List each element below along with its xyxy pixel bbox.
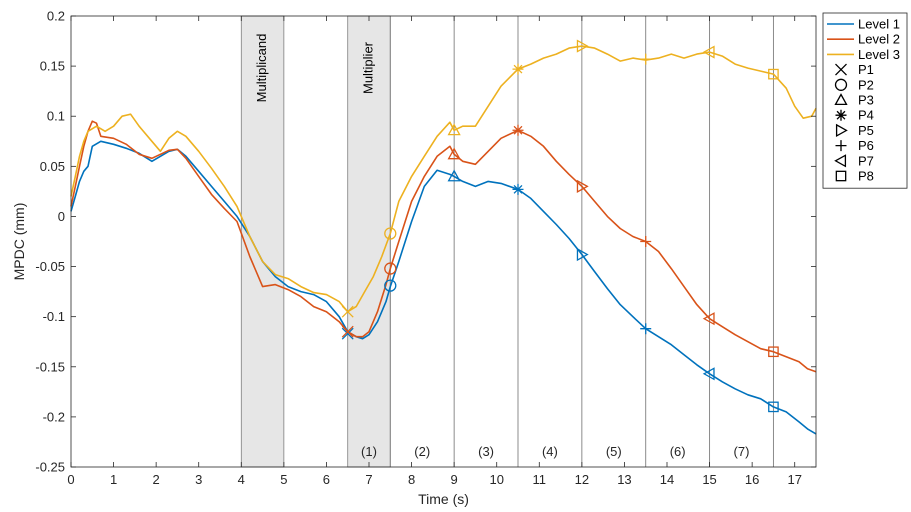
y-tick-label-4: -0.05	[35, 259, 65, 274]
phase-label-1: (1)	[361, 444, 377, 459]
series-line-level-2	[70, 120, 817, 373]
legend-marker-p4	[835, 109, 847, 121]
marker-p6-level-2	[640, 236, 652, 247]
legend-label-p6: P6	[858, 138, 874, 153]
y-tick-label-8: 0.15	[40, 59, 65, 74]
marker-p6-level-3	[640, 53, 652, 65]
legend-label-p1: P1	[858, 62, 874, 77]
shaded-band-2	[347, 15, 391, 468]
legend-label-p2: P2	[858, 77, 874, 92]
marker-p4-level-2	[512, 124, 524, 136]
band-label-1: Multiplicand	[254, 34, 269, 103]
phase-label-6: (6)	[670, 444, 686, 459]
y-tick-label-5: 0	[58, 209, 65, 224]
point-markers	[341, 39, 779, 413]
marker-p4-level-1	[512, 183, 524, 195]
legend-label-level-2: Level 2	[858, 32, 900, 47]
x-tick-label-9: 9	[451, 472, 458, 487]
x-tick-label-14: 14	[660, 472, 674, 487]
phase-divider-lines	[389, 16, 774, 467]
x-tick-label-17: 17	[787, 472, 801, 487]
x-tick-label-0: 0	[67, 472, 74, 487]
marker-p2-level-1	[384, 279, 397, 292]
y-tick-label-2: -0.15	[35, 359, 65, 374]
y-tick-label-9: 0.2	[47, 9, 65, 24]
legend-marker-p3	[834, 93, 848, 106]
legend-label-p8: P8	[858, 169, 874, 184]
phase-label-7: (7)	[734, 444, 750, 459]
marker-p8-level-1	[768, 401, 779, 413]
marker-p3-level-1	[447, 169, 461, 182]
marker-p8-level-2	[768, 346, 779, 358]
x-tick-label-6: 6	[323, 472, 330, 487]
x-tick-label-16: 16	[745, 472, 759, 487]
marker-p1-level-1	[341, 327, 354, 340]
legend-marker-p7	[834, 154, 847, 168]
marker-p1-level-3	[341, 305, 354, 318]
legend-marker-p5	[835, 123, 848, 138]
phase-label-3: (3)	[478, 444, 494, 459]
legend-label-p5: P5	[858, 123, 874, 138]
marker-p2-level-3	[384, 227, 397, 240]
marker-p7-level-1	[702, 367, 715, 381]
series-line-level-1	[70, 140, 817, 435]
x-tick-label-13: 13	[617, 472, 631, 487]
x-tick-label-10: 10	[489, 472, 503, 487]
shaded-bands	[240, 15, 391, 468]
legend-label-p3: P3	[858, 93, 874, 108]
legend-marker-p1	[835, 63, 847, 76]
shaded-band-1	[240, 15, 285, 468]
marker-p5-level-2	[576, 179, 589, 193]
legend-label-level-3: Level 3	[858, 47, 900, 62]
band-label-2: Multiplier	[360, 41, 375, 94]
y-tick-label-6: 0.05	[40, 159, 65, 174]
phase-label-4: (4)	[542, 444, 558, 459]
x-tick-label-12: 12	[575, 472, 589, 487]
legend-marker-p6	[835, 140, 847, 152]
legend-label-p7: P7	[858, 153, 874, 168]
y-tick-label-1: -0.2	[43, 409, 65, 424]
marker-p8-level-3	[768, 68, 779, 80]
x-tick-label-8: 8	[408, 472, 415, 487]
x-tick-label-7: 7	[365, 472, 372, 487]
x-tick-label-15: 15	[702, 472, 716, 487]
marker-p3-level-3	[447, 123, 461, 136]
legend-marker-p8	[835, 170, 847, 182]
x-tick-label-11: 11	[533, 472, 547, 487]
marker-p1-level-2	[341, 325, 354, 338]
marker-p5-level-1	[576, 247, 589, 262]
marker-p7-level-2	[702, 312, 715, 326]
legend-label-p4: P4	[858, 108, 874, 123]
phase-label-2: (2)	[414, 444, 430, 459]
marker-p2-level-2	[384, 262, 397, 275]
y-tick-label-0: -0.25	[35, 460, 65, 475]
marker-p4-level-3	[512, 63, 524, 75]
marker-p3-level-2	[447, 147, 461, 160]
y-tick-label-7: 0.1	[47, 109, 65, 124]
legend-marker-p2	[834, 78, 848, 91]
x-tick-label-3: 3	[195, 472, 202, 487]
x-tick-label-1: 1	[110, 472, 117, 487]
series-line-level-3	[70, 45, 817, 313]
axis-ticks	[70, 15, 816, 468]
x-tick-label-2: 2	[153, 472, 160, 487]
marker-p5-level-3	[576, 39, 589, 53]
marker-p6-level-1	[640, 323, 652, 335]
legend-label-level-1: Level 1	[858, 17, 900, 32]
x-tick-label-5: 5	[280, 472, 287, 487]
x-tick-label-4: 4	[238, 472, 245, 487]
y-axis-label: MPDC (mm)	[11, 203, 27, 281]
x-axis-label: Time (s)	[418, 491, 469, 507]
marker-p7-level-3	[702, 45, 715, 59]
series-lines	[70, 45, 817, 435]
plot-area-frame	[70, 15, 817, 468]
phase-label-5: (5)	[606, 444, 622, 459]
y-tick-label-3: -0.1	[43, 309, 65, 324]
